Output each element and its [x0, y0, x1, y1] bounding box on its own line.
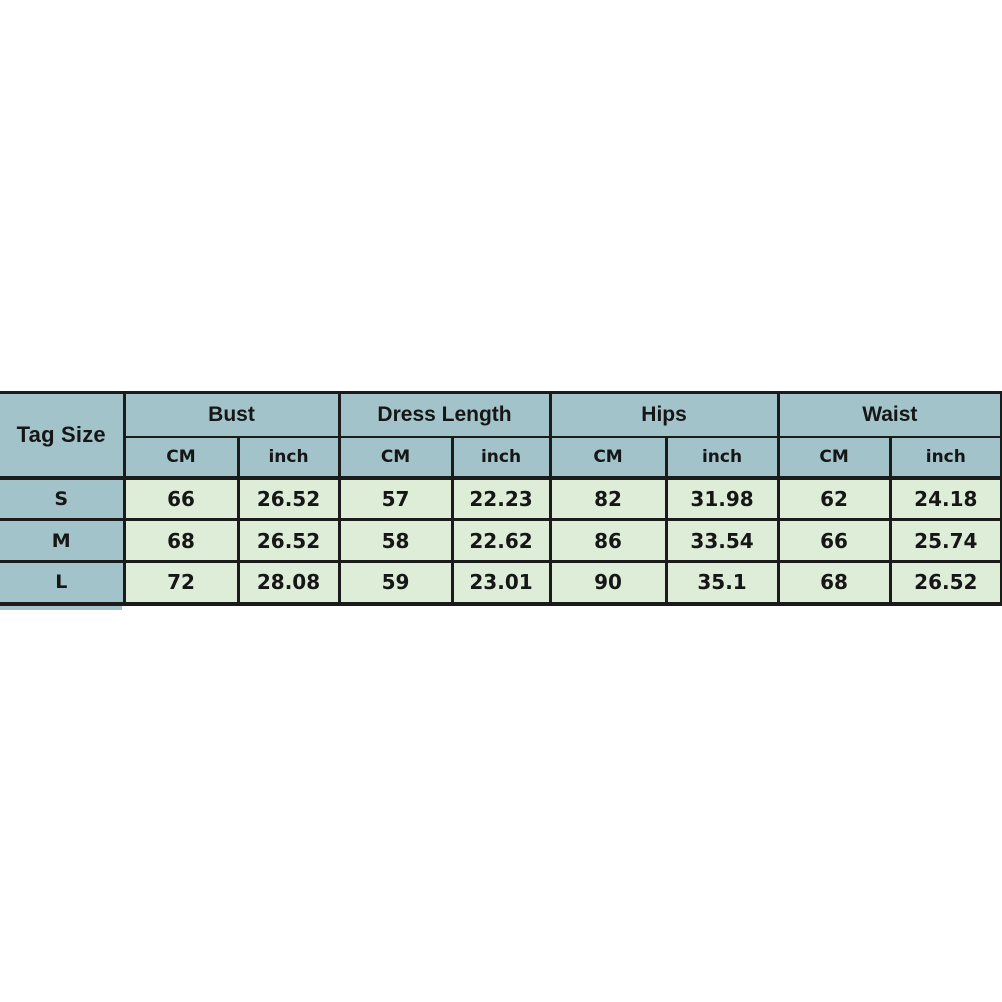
corner-header-cell: Tag Size [0, 391, 126, 479]
value-cell-hips-inch: 35.1 [664, 560, 780, 606]
unit-header-dress-length-inch: inch [450, 435, 552, 479]
cropped-next-row-sliver [0, 605, 122, 610]
value-cell-bust-cm: 68 [122, 518, 240, 563]
value-cell-dress-length-cm: 58 [337, 518, 454, 563]
table-row-size-m: M 68 26.52 58 22.62 86 33.54 66 25.74 [0, 518, 1002, 563]
unit-header-dress-length-cm: CM [337, 435, 454, 479]
value-cell-waist-cm: 66 [776, 518, 892, 563]
value-cell-bust-cm: 72 [122, 560, 240, 606]
value-cell-hips-cm: 86 [548, 518, 668, 563]
value-cell-waist-cm: 62 [776, 475, 892, 521]
table-row-size-s: S 66 26.52 57 22.23 82 31.98 62 24.18 [0, 475, 1002, 521]
value-cell-bust-inch: 26.52 [236, 475, 341, 521]
size-chart-table: Tag Size Bust Dress Length Hips Waist CM… [0, 391, 1002, 606]
value-cell-waist-inch: 26.52 [888, 560, 1002, 606]
unit-header-bust-cm: CM [124, 435, 240, 479]
value-cell-hips-cm: 90 [548, 560, 668, 606]
group-header-hips: Hips [548, 391, 780, 438]
value-cell-dress-length-inch: 23.01 [450, 560, 552, 606]
unit-header-waist-inch: inch [888, 435, 1002, 479]
value-cell-bust-cm: 66 [122, 475, 240, 521]
value-cell-hips-inch: 31.98 [664, 475, 780, 521]
group-header-waist: Waist [776, 391, 1002, 438]
value-cell-hips-inch: 33.54 [664, 518, 780, 563]
value-cell-dress-length-inch: 22.62 [450, 518, 552, 563]
value-cell-dress-length-cm: 59 [337, 560, 454, 606]
value-cell-bust-inch: 26.52 [236, 518, 341, 563]
value-cell-dress-length-inch: 22.23 [450, 475, 552, 521]
unit-header-hips-cm: CM [548, 435, 668, 479]
size-chart: Tag Size Bust Dress Length Hips Waist CM… [0, 391, 1002, 610]
size-cell: S [0, 475, 126, 521]
unit-header-hips-inch: inch [664, 435, 780, 479]
value-cell-bust-inch: 28.08 [236, 560, 341, 606]
value-cell-waist-cm: 68 [776, 560, 892, 606]
size-cell: M [0, 518, 126, 563]
group-header-dress-length: Dress Length [337, 391, 552, 438]
unit-header-bust-inch: inch [236, 435, 341, 479]
group-header-bust: Bust [122, 391, 341, 438]
unit-header-waist-cm: CM [776, 435, 892, 479]
table-row-size-l: L 72 28.08 59 23.01 90 35.1 68 26.52 [0, 560, 1002, 606]
value-cell-hips-cm: 82 [548, 475, 668, 521]
value-cell-waist-inch: 25.74 [888, 518, 1002, 563]
size-cell: L [0, 560, 126, 606]
value-cell-dress-length-cm: 57 [337, 475, 454, 521]
value-cell-waist-inch: 24.18 [888, 475, 1002, 521]
